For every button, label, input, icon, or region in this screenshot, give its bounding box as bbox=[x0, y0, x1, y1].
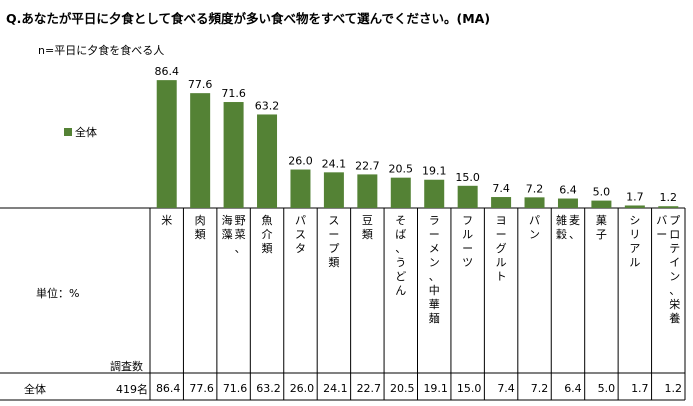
bar-value-label: 19.1 bbox=[422, 165, 447, 178]
bar-value-label: 20.5 bbox=[389, 163, 414, 176]
row-label: 全体 bbox=[24, 383, 46, 396]
bar-value-label: 1.7 bbox=[626, 190, 644, 203]
table-value-cell: 20.5 bbox=[390, 382, 415, 395]
bar-value-label: 22.7 bbox=[355, 159, 380, 172]
table-value-cell: 71.6 bbox=[223, 382, 248, 395]
bar-value-label: 86.4 bbox=[154, 65, 179, 78]
row-count: 419名 bbox=[116, 383, 148, 396]
category-label: 豆類 bbox=[362, 214, 373, 241]
bar bbox=[156, 80, 177, 208]
legend: 全体 bbox=[64, 124, 97, 140]
bar bbox=[290, 169, 311, 208]
bar-value-label: 77.6 bbox=[188, 78, 213, 91]
bar bbox=[223, 102, 244, 208]
legend-label: 全体 bbox=[75, 126, 97, 139]
table-value-cell: 15.0 bbox=[457, 382, 482, 395]
bar-value-label: 15.0 bbox=[455, 171, 480, 184]
table-value-cell: 77.6 bbox=[189, 382, 214, 395]
category-label: 米 bbox=[161, 214, 172, 227]
category-label: 肉類 bbox=[195, 214, 206, 241]
category-label: 野菜、海藻 bbox=[222, 213, 246, 255]
bar bbox=[323, 172, 344, 208]
legend-swatch bbox=[64, 128, 72, 136]
table-value-cell: 63.2 bbox=[256, 382, 281, 395]
bar-value-label: 1.2 bbox=[660, 191, 678, 204]
category-label: スープ類 bbox=[328, 214, 339, 269]
bar-value-label: 71.6 bbox=[221, 87, 246, 100]
count-header: 調査数 bbox=[110, 360, 143, 373]
bar bbox=[491, 197, 512, 208]
bar-value-label: 63.2 bbox=[255, 99, 280, 112]
category-label: 魚介類 bbox=[262, 214, 273, 255]
table-value-cell: 22.7 bbox=[357, 382, 382, 395]
category-label: ラーメン、中華麺 bbox=[429, 214, 440, 325]
table-value-cell: 1.7 bbox=[631, 382, 649, 395]
bar bbox=[357, 174, 378, 208]
base-note: n=平日に夕食を食べる人 bbox=[38, 44, 165, 57]
table-value-cell: 26.0 bbox=[290, 382, 315, 395]
bar-value-label: 6.4 bbox=[559, 184, 577, 197]
table-value-cell: 7.4 bbox=[497, 382, 515, 395]
bar bbox=[658, 206, 679, 208]
bar bbox=[524, 197, 545, 208]
category-label: プロテイン、栄養バー bbox=[656, 214, 680, 325]
question-title: Q.あなたが平日に夕食として食べる頻度が多い食べ物をすべて選んでください。(MA… bbox=[6, 11, 491, 26]
category-label: パスタ bbox=[295, 214, 306, 255]
category-label: そば、うどん bbox=[395, 214, 406, 297]
bar-value-label: 7.4 bbox=[492, 182, 510, 195]
table-value-cell: 19.1 bbox=[423, 382, 448, 395]
table-value-cell: 1.2 bbox=[665, 382, 683, 395]
bar bbox=[390, 177, 411, 208]
table-value-cell: 24.1 bbox=[323, 382, 348, 395]
bar bbox=[190, 93, 211, 208]
category-label: シリアル bbox=[629, 214, 640, 269]
bar bbox=[624, 205, 645, 208]
bar bbox=[457, 185, 478, 208]
table-value-cell: 6.4 bbox=[564, 382, 582, 395]
bar bbox=[257, 114, 278, 208]
category-label: フルーツ bbox=[462, 214, 473, 269]
category-label: 菓子 bbox=[596, 214, 607, 241]
bar bbox=[591, 200, 612, 208]
category-label: パン bbox=[529, 214, 540, 241]
category-label: ヨーグルト bbox=[496, 214, 507, 283]
bar-value-label: 26.0 bbox=[288, 155, 313, 168]
bar-value-label: 5.0 bbox=[593, 186, 611, 199]
unit-label: 単位：% bbox=[36, 287, 80, 300]
bar-value-label: 7.2 bbox=[526, 182, 544, 195]
table-value-cell: 7.2 bbox=[531, 382, 549, 395]
bar bbox=[557, 198, 578, 208]
table-value-cell: 86.4 bbox=[156, 382, 181, 395]
bar-value-label: 24.1 bbox=[322, 157, 347, 170]
bar bbox=[424, 179, 445, 208]
category-label: 麦、雑穀 bbox=[556, 213, 580, 241]
table-value-cell: 5.0 bbox=[598, 382, 616, 395]
